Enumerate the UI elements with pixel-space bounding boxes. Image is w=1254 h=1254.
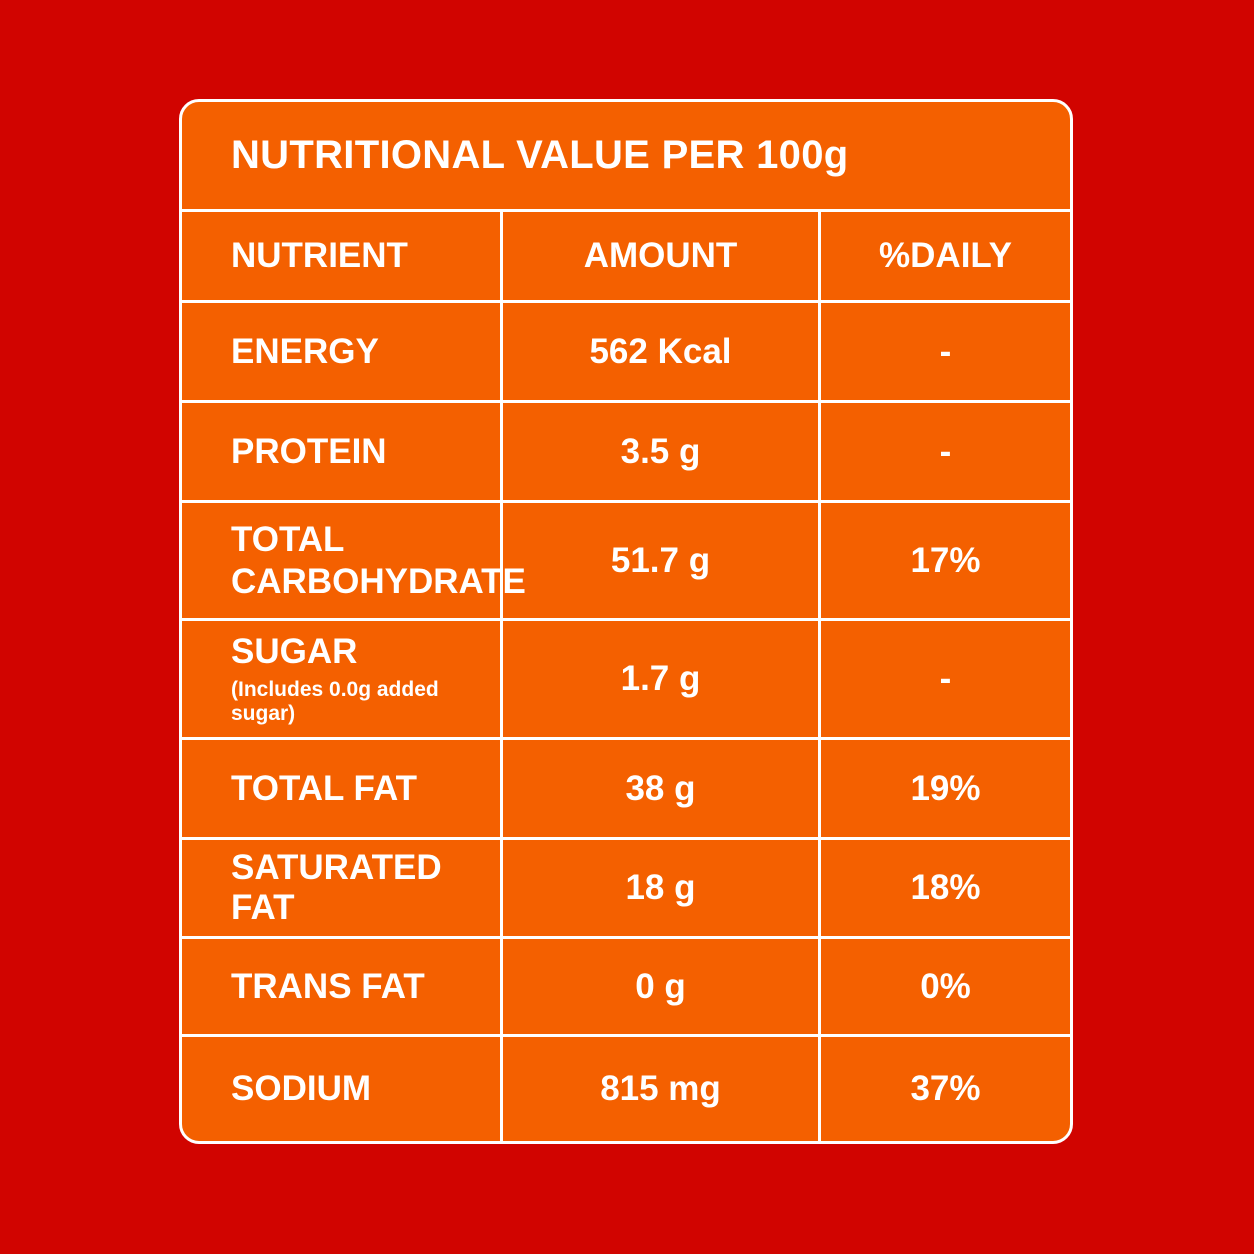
- nutrient-amount: 18 g: [500, 840, 818, 936]
- header-daily: %DAILY: [818, 212, 1070, 300]
- nutrient-name-cell: SUGAR (Includes 0.0g added sugar): [182, 621, 500, 737]
- nutrient-daily: 0%: [818, 939, 1070, 1034]
- table-row: SATURATED FAT 18 g 18%: [182, 840, 1070, 939]
- nutrient-name-cell: TOTAL CARBOHYDRATE: [182, 503, 526, 618]
- table-row: TOTAL CARBOHYDRATE 51.7 g 17%: [182, 503, 1070, 621]
- table-row: TOTAL FAT 38 g 19%: [182, 740, 1070, 840]
- nutrient-amount: 3.5 g: [500, 403, 818, 500]
- nutrient-name: PROTEIN: [231, 431, 387, 471]
- nutrient-name: TOTAL CARBOHYDRATE: [231, 519, 526, 601]
- nutrient-amount: 0 g: [500, 939, 818, 1034]
- nutrient-name: TRANS FAT: [231, 966, 425, 1006]
- nutrient-name: SATURATED FAT: [231, 848, 442, 927]
- nutrient-name: SUGAR: [231, 632, 358, 671]
- table-title: NUTRITIONAL VALUE PER 100g: [182, 102, 1070, 212]
- header-row: NUTRIENT AMOUNT %DAILY: [182, 212, 1070, 303]
- nutrition-table: NUTRITIONAL VALUE PER 100g NUTRIENT AMOU…: [179, 99, 1073, 1144]
- nutrient-daily: -: [818, 621, 1070, 737]
- table-row: ENERGY 562 Kcal -: [182, 303, 1070, 403]
- nutrient-name: SODIUM: [231, 1069, 371, 1108]
- nutrient-note: (Includes 0.0g added sugar): [231, 678, 439, 725]
- nutrient-amount: 51.7 g: [500, 503, 818, 618]
- table-row: SUGAR (Includes 0.0g added sugar) 1.7 g …: [182, 621, 1070, 740]
- nutrient-daily: -: [818, 403, 1070, 500]
- table-row: SODIUM 815 mg 37%: [182, 1037, 1070, 1141]
- nutrient-name: TOTAL FAT: [231, 768, 418, 808]
- nutrient-daily: 19%: [818, 740, 1070, 837]
- nutrient-name: ENERGY: [231, 331, 379, 371]
- table-row: TRANS FAT 0 g 0%: [182, 939, 1070, 1037]
- nutrient-daily: 17%: [818, 503, 1070, 618]
- nutrient-amount: 815 mg: [500, 1037, 818, 1141]
- header-amount: AMOUNT: [500, 212, 818, 300]
- header-nutrient: NUTRIENT: [231, 236, 408, 275]
- nutrient-daily: 37%: [818, 1037, 1070, 1141]
- nutrient-amount: 38 g: [500, 740, 818, 837]
- nutrient-amount: 562 Kcal: [500, 303, 818, 400]
- nutrient-daily: -: [818, 303, 1070, 400]
- nutrient-daily: 18%: [818, 840, 1070, 936]
- table-row: PROTEIN 3.5 g -: [182, 403, 1070, 503]
- nutrient-amount: 1.7 g: [500, 621, 818, 737]
